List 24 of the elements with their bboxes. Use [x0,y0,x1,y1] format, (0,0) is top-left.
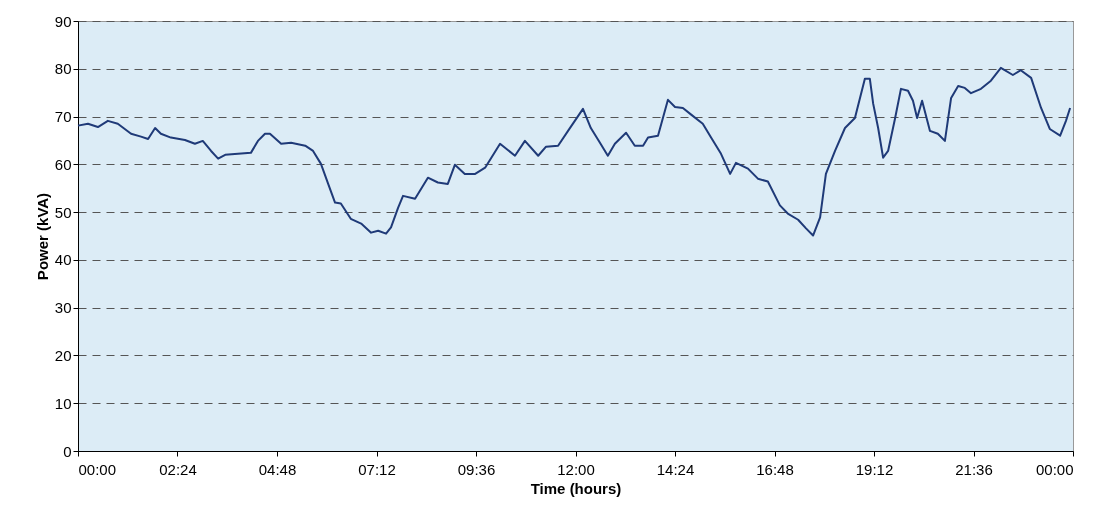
y-tick-label: 50 [54,203,72,221]
x-tick-label: 04:48 [258,460,297,478]
y-tick-label: 30 [54,299,72,317]
line-series [77,66,1072,237]
y-tick-label: 0 [63,442,72,460]
x-tick-label: 16:48 [756,460,794,478]
y-tick-label: 20 [54,346,72,364]
y-tick-label: 90 [54,12,72,30]
y-tick-label: 80 [54,60,72,78]
y-tick-label: 40 [54,251,72,269]
x-tick-label: 12:00 [557,460,595,478]
y-tick-label: 70 [54,108,72,126]
y-tick-label: 10 [54,394,72,412]
x-tick-label: 21:36 [955,460,993,478]
x-tick-label: 09:36 [457,460,496,478]
x-tick-label: 19:12 [855,460,894,478]
y-axis-title: Power (kVA) [33,192,51,281]
x-tick-label: 00:00 [78,460,117,478]
x-tick-label: 14:24 [656,460,695,478]
x-tick-label: 07:12 [358,460,396,478]
x-axis-title: Time (hours) [530,479,622,497]
x-tick-label: 00:00 [1035,460,1074,478]
y-tick-label: 60 [54,155,72,173]
x-tick-label: 02:24 [159,460,197,478]
